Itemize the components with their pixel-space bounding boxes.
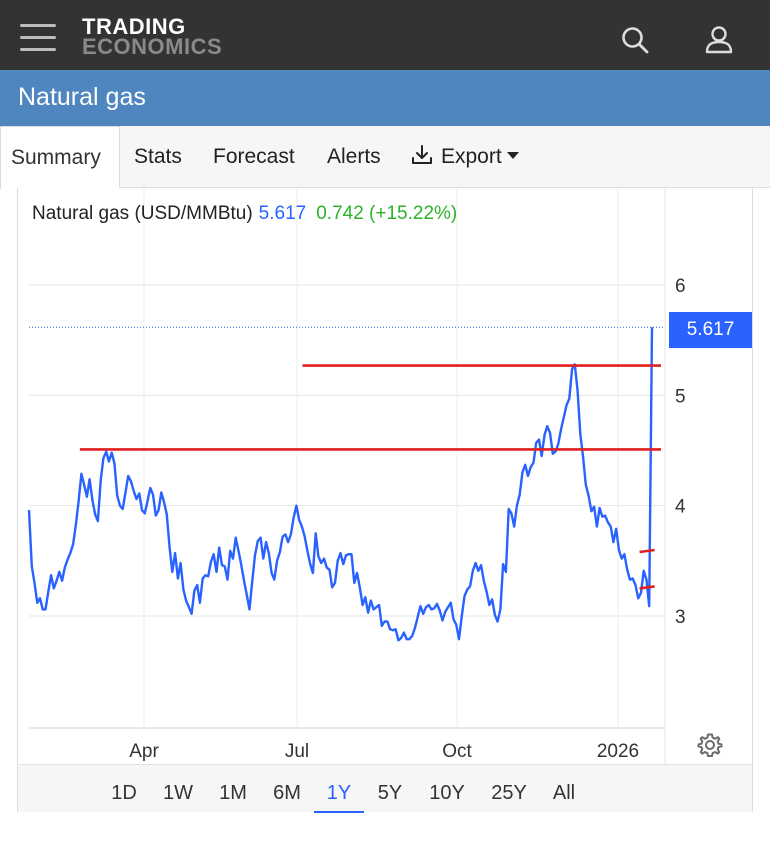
gear-icon[interactable] bbox=[697, 732, 723, 758]
range-25y-button[interactable]: 25Y bbox=[491, 782, 527, 804]
legend-series-name: Natural gas (USD/MMBtu) bbox=[32, 203, 253, 224]
logo-line-2: ECONOMICS bbox=[82, 34, 223, 59]
chevron-down-icon bbox=[506, 152, 519, 159]
download-icon bbox=[412, 145, 432, 164]
x-tick-label: Apr bbox=[129, 741, 159, 762]
y-tick-label: 5 bbox=[675, 386, 686, 407]
range-1w-button[interactable]: 1W bbox=[163, 782, 193, 804]
range-10y-button[interactable]: 10Y bbox=[429, 782, 465, 804]
x-tick-label: Oct bbox=[442, 741, 472, 762]
tab-summary[interactable]: Summary bbox=[0, 126, 120, 189]
range-1d-button[interactable]: 1D bbox=[111, 782, 137, 804]
range-1y-button[interactable]: 1Y bbox=[314, 765, 364, 813]
logo-line-1: TRADING bbox=[82, 14, 186, 39]
range-5y-button[interactable]: 5Y bbox=[377, 782, 403, 804]
x-tick-label: 2026 bbox=[597, 741, 639, 762]
page-title-bar: Natural gas bbox=[0, 70, 770, 126]
chart-legend: Natural gas (USD/MMBtu) 5.617 0.742 (+15.2… bbox=[32, 203, 457, 225]
range-all-button[interactable]: All bbox=[552, 782, 576, 804]
tab-alerts[interactable]: Alerts bbox=[327, 145, 381, 168]
tab-export-label: Export bbox=[441, 145, 502, 168]
user-icon[interactable] bbox=[703, 24, 735, 56]
tab-forecast[interactable]: Forecast bbox=[213, 145, 295, 168]
price-series-line bbox=[27, 327, 654, 642]
x-tick-label: Jul bbox=[285, 741, 309, 762]
range-6m-button[interactable]: 6M bbox=[273, 782, 301, 804]
legend-price: 5.617 bbox=[258, 203, 307, 224]
top-navigation-bar: TRADING ECONOMICS bbox=[0, 0, 770, 70]
tab-export[interactable]: Export bbox=[411, 126, 519, 188]
range-selector: 1D 1W 1M 6M 1Y 5Y 10Y 25Y All bbox=[18, 764, 752, 813]
price-chart[interactable]: 3 4 5 6 Apr Jul Oct 2026 bbox=[0, 188, 770, 764]
trendline-annotation bbox=[639, 585, 655, 590]
y-tick-label: 6 bbox=[675, 276, 686, 297]
tab-stats[interactable]: Stats bbox=[134, 145, 182, 168]
page-title: Natural gas bbox=[18, 83, 146, 111]
tab-bar: Summary Stats Forecast Alerts Export bbox=[0, 126, 770, 189]
legend-change: 0.742 (+15.22%) bbox=[316, 203, 458, 224]
y-tick-label: 3 bbox=[675, 607, 686, 628]
range-1m-button[interactable]: 1M bbox=[219, 782, 247, 804]
search-icon[interactable] bbox=[620, 25, 650, 55]
site-logo[interactable]: TRADING ECONOMICS bbox=[82, 14, 223, 59]
hamburger-menu-icon[interactable] bbox=[20, 24, 56, 52]
y-tick-label: 4 bbox=[675, 497, 686, 518]
last-price-label: 5.617 bbox=[669, 312, 752, 348]
trendline-annotation bbox=[639, 548, 655, 554]
